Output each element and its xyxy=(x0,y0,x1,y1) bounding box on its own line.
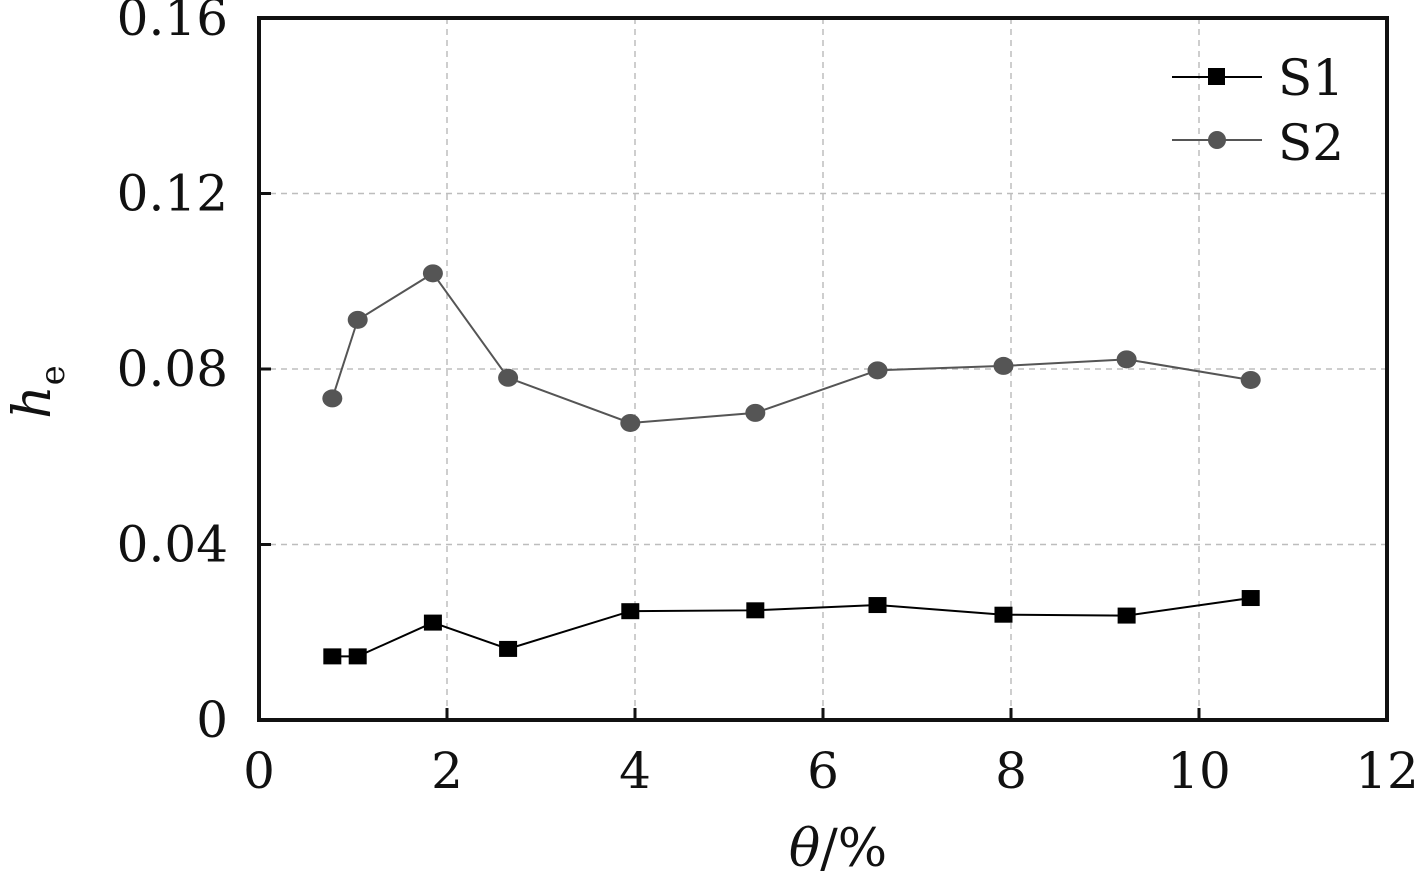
axis-ticks: 0 2 4 6 8 10 12 0 0.04 0.08 0.12 0.16 xyxy=(117,0,1417,800)
x-tick-label: 4 xyxy=(619,742,651,800)
legend-marker-s1 xyxy=(1208,68,1225,85)
series-line-s2 xyxy=(331,272,1251,424)
legend-label-s1: S1 xyxy=(1278,49,1344,107)
x-tick-label: 8 xyxy=(995,742,1027,800)
data-point-s2 xyxy=(867,361,888,380)
data-point-s1 xyxy=(348,648,367,665)
data-point-s2 xyxy=(498,368,519,387)
x-tick-label: 6 xyxy=(807,742,839,800)
series-s2 xyxy=(322,264,1261,432)
data-point-s2 xyxy=(422,264,443,283)
x-tick-label: 0 xyxy=(243,742,275,800)
data-point-s2 xyxy=(1116,350,1137,369)
data-point-s1 xyxy=(423,614,442,631)
data-point-s1 xyxy=(868,597,887,614)
data-point-s2 xyxy=(993,356,1014,375)
data-point-s2 xyxy=(620,413,641,432)
y-tick-label: 0.12 xyxy=(117,165,228,223)
data-point-s1 xyxy=(1241,590,1260,607)
x-axis-title: θ/% xyxy=(789,819,887,874)
x-tick-label: 10 xyxy=(1167,742,1231,800)
data-point-s1 xyxy=(1117,607,1136,624)
series-line-s1 xyxy=(332,597,1251,658)
y-tick-label: 0.04 xyxy=(117,516,228,574)
data-point-s2 xyxy=(745,403,766,422)
y-axis-title: he xyxy=(3,365,73,419)
data-point-s1 xyxy=(499,640,518,657)
legend-marker-s2 xyxy=(1208,131,1226,149)
x-tick-label: 12 xyxy=(1355,742,1417,800)
legend-label-s2: S2 xyxy=(1278,114,1344,172)
data-point-s1 xyxy=(994,606,1013,623)
series-s1 xyxy=(323,590,1260,665)
data-point-s2 xyxy=(322,389,343,408)
data-point-s1 xyxy=(621,603,640,620)
data-point-s1 xyxy=(323,648,342,665)
data-point-s2 xyxy=(347,310,368,329)
x-tick-label: 2 xyxy=(431,742,463,800)
y-tick-label: 0.16 xyxy=(117,0,228,47)
y-tick-label: 0 xyxy=(196,691,228,749)
data-point-s1 xyxy=(746,602,765,619)
y-tick-label: 0.08 xyxy=(117,340,228,398)
data-series xyxy=(322,264,1261,665)
data-point-s2 xyxy=(1240,370,1261,389)
grid-lines xyxy=(259,18,1387,720)
legend: S1 S2 xyxy=(1172,49,1344,172)
